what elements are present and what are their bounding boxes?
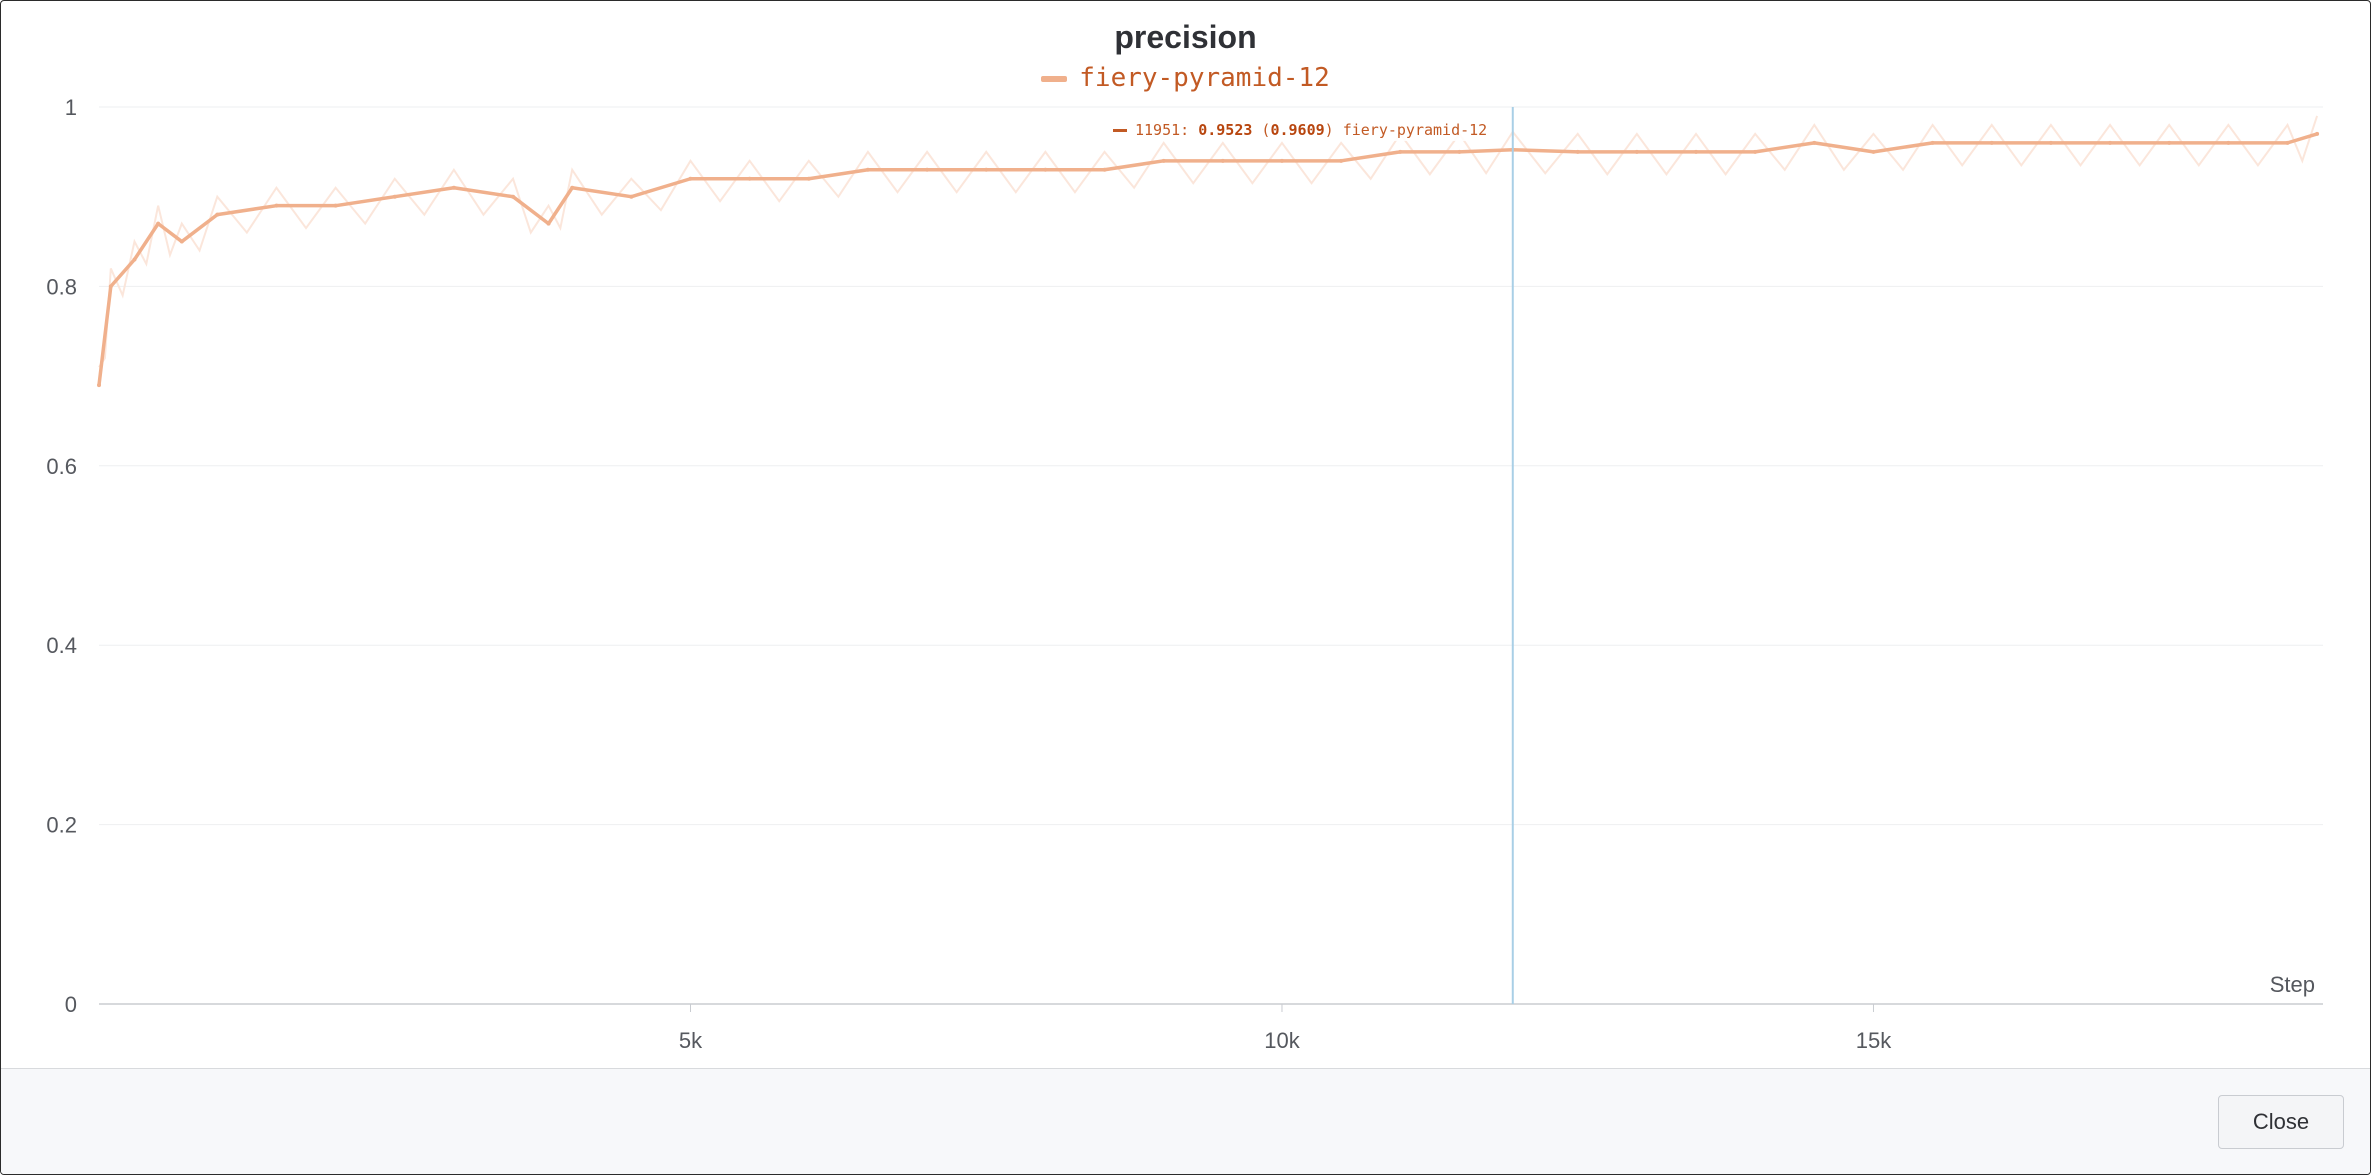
data-point xyxy=(1694,149,1699,154)
legend-swatch xyxy=(1041,75,1068,82)
y-tick-label: 0.2 xyxy=(46,813,77,838)
tooltip-step: 11951: xyxy=(1135,121,1190,139)
hover-tooltip: 11951: 0.9523 (0.9609) fiery-pyramid-12 xyxy=(1109,119,1492,141)
data-point xyxy=(747,176,752,181)
data-point xyxy=(1812,140,1817,145)
x-tick-label: 10k xyxy=(1264,1028,1300,1053)
data-point xyxy=(1989,140,1994,145)
legend-label: fiery-pyramid-12 xyxy=(1079,63,1330,93)
data-point xyxy=(1871,149,1876,154)
x-tick-label: 15k xyxy=(1856,1028,1892,1053)
y-tick-label: 0.8 xyxy=(46,274,77,299)
data-point xyxy=(1043,167,1048,172)
data-point xyxy=(1930,140,1935,145)
y-tick-label: 0.6 xyxy=(46,454,77,479)
data-point xyxy=(629,194,634,199)
data-point xyxy=(108,284,113,289)
series-line xyxy=(97,132,2318,386)
y-tick-label: 1 xyxy=(65,95,77,120)
data-point xyxy=(511,194,516,199)
data-point xyxy=(2315,131,2320,136)
data-point xyxy=(1398,149,1403,154)
data-point xyxy=(925,167,930,172)
data-point xyxy=(865,167,870,172)
data-point xyxy=(451,185,456,190)
data-point xyxy=(984,167,989,172)
data-point xyxy=(156,221,161,226)
x-axis-label: Step xyxy=(2270,972,2315,997)
chart-title: precision xyxy=(1114,19,1257,55)
data-point xyxy=(1753,149,1758,154)
tooltip-run: fiery-pyramid-12 xyxy=(1342,121,1488,139)
data-point xyxy=(2048,140,2053,145)
data-point xyxy=(179,239,184,244)
chart-panel: precision fiery-pyramid-12 0 0.2 0.4 0.6 0.8… xyxy=(1,1,2370,1068)
modal-footer: Close xyxy=(1,1068,2370,1174)
data-point xyxy=(570,185,575,190)
data-point xyxy=(2226,140,2231,145)
tooltip-value: 0.9523 xyxy=(1198,121,1253,139)
data-point xyxy=(274,203,279,208)
data-point xyxy=(132,257,137,262)
data-point xyxy=(392,194,397,199)
data-point xyxy=(1102,167,1107,172)
data-point xyxy=(215,212,220,217)
data-point xyxy=(1161,158,1166,163)
data-point xyxy=(688,176,693,181)
y-tick-label: 0 xyxy=(65,992,77,1017)
data-point xyxy=(2285,140,2290,145)
y-tick-label: 0.4 xyxy=(46,633,77,658)
chart-legend[interactable]: fiery-pyramid-12 xyxy=(1,63,2370,93)
data-point xyxy=(806,176,811,181)
data-point xyxy=(1457,149,1462,154)
data-point xyxy=(97,383,101,388)
data-point xyxy=(2167,140,2172,145)
tooltip-swatch xyxy=(1113,129,1127,132)
data-point xyxy=(546,221,551,226)
data-point xyxy=(1575,149,1580,154)
data-point xyxy=(1339,158,1344,163)
data-point xyxy=(1220,158,1225,163)
data-point xyxy=(333,203,338,208)
tooltip-raw-value: 0.9609 xyxy=(1270,121,1325,139)
data-point xyxy=(1634,149,1639,154)
data-point xyxy=(2108,140,2113,145)
close-button[interactable]: Close xyxy=(2218,1095,2344,1149)
raw-series-line xyxy=(98,115,2319,368)
x-tick-label: 5k xyxy=(679,1028,703,1053)
data-point xyxy=(1279,158,1284,163)
